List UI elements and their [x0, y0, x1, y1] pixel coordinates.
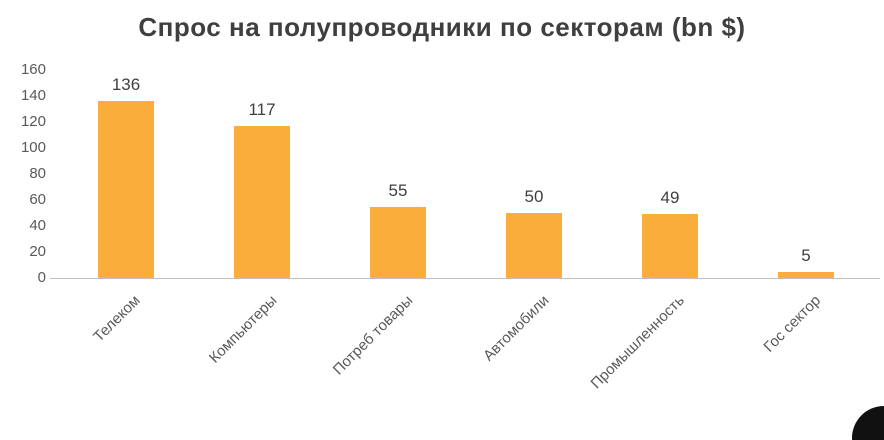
bar [370, 206, 426, 278]
x-tick-label: Гос сектор [760, 292, 825, 356]
y-tick-label: 40 [29, 217, 46, 234]
bar [778, 271, 834, 278]
y-tick-label: 0 [37, 269, 46, 286]
x-tick-label: Промышленность [587, 292, 689, 393]
bar-value-label: 117 [248, 99, 276, 119]
bar [506, 213, 562, 278]
y-tick-label: 20 [29, 243, 46, 260]
bar-value-label: 136 [111, 75, 141, 95]
bar-value-label: 55 [388, 180, 408, 200]
y-tick-label: 120 [20, 113, 46, 130]
bar [642, 214, 698, 278]
y-tick-label: 100 [20, 139, 46, 156]
bar [98, 101, 154, 278]
y-tick-label: 160 [20, 61, 46, 78]
bar-value-label: 50 [524, 187, 544, 206]
y-tick-label: 140 [20, 87, 46, 104]
bar [234, 125, 290, 278]
chart-title: Спрос на полупроводники по секторам (bn … [138, 12, 746, 42]
x-tick-label: Потреб товары [329, 292, 417, 379]
bar-value-label: 5 [801, 245, 811, 265]
x-tick-label: Телеком [90, 292, 145, 346]
y-tick-label: 60 [29, 191, 46, 208]
x-axis-line [50, 278, 880, 279]
corner-decoration [852, 406, 884, 440]
y-tick-label: 80 [29, 165, 46, 182]
bar-value-label: 49 [660, 188, 680, 208]
x-tick-label: Компьютеры [205, 292, 281, 367]
x-tick-label: Автомобили [479, 292, 553, 365]
